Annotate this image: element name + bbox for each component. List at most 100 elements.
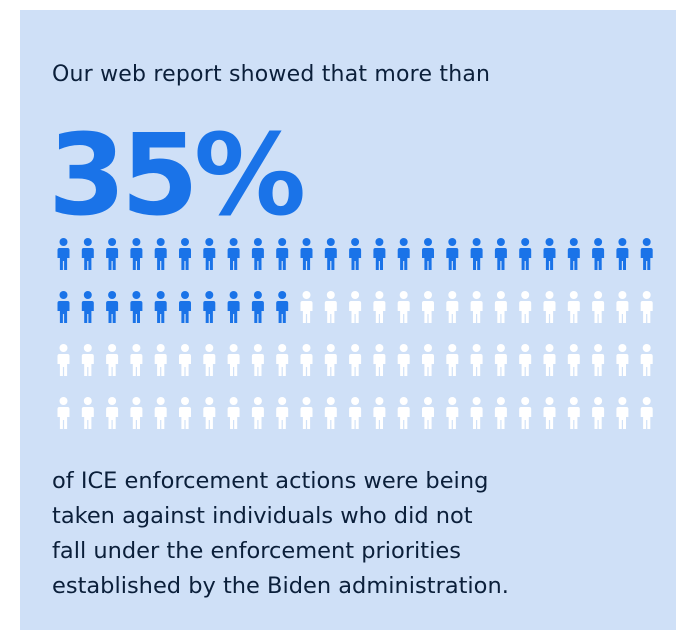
person-icon [494,344,507,376]
person-icon [81,238,94,270]
person-icon [57,397,70,429]
person-icon [227,291,240,323]
person-icon [446,238,459,270]
person-icon [567,397,580,429]
person-icon [470,291,483,323]
person-icon [616,291,629,323]
person-icon [422,397,434,429]
person-icon [203,291,216,323]
person-icon [324,397,337,429]
person-icon [422,344,434,376]
person-icon [446,344,459,376]
person-icon [397,291,410,323]
person-icon [130,238,143,270]
person-icon [324,344,337,376]
person-icon [154,397,167,429]
person-icon [300,238,313,270]
person-icon [397,238,410,270]
person-icon [373,238,386,270]
outro-line: established by the Biden administration. [52,573,509,599]
intro-text: Our web report showed that more than [52,62,491,87]
person-icon [130,291,143,323]
person-icon [349,238,362,270]
person-icon [470,238,483,270]
person-icon [446,397,459,429]
person-icon [349,397,362,429]
outro-line: taken against individuals who did not [52,503,473,529]
person-icon [592,238,605,270]
person-icon [57,291,70,323]
person-icon [349,344,362,376]
person-icon [422,291,434,323]
person-icon [640,238,653,270]
person-icon [567,291,580,323]
person-icon [543,291,556,323]
person-icon [251,397,264,429]
person-icon [106,344,119,376]
person-icon [81,397,94,429]
person-icon [81,291,94,323]
person-icon [616,397,629,429]
person-icon [179,291,191,323]
person-icon [616,238,629,270]
infographic-card: Our web report showed that more than 35%… [20,10,676,630]
person-icon [154,291,167,323]
person-icon [203,238,216,270]
person-icon [154,344,167,376]
person-icon [227,238,240,270]
person-icon [470,344,483,376]
person-icon [494,238,507,270]
person-icon [57,344,70,376]
person-icon [154,238,167,270]
person-icon [397,344,410,376]
person-icon [251,238,264,270]
person-icon [397,397,410,429]
person-icon [57,238,70,270]
person-icon [519,344,532,376]
person-icon [640,344,653,376]
person-icon [616,344,629,376]
person-icon [106,291,119,323]
person-icon [106,238,119,270]
person-icon [567,238,580,270]
person-icon [373,291,386,323]
person-icon [179,397,191,429]
people-icon-grid [57,238,653,429]
person-icon [592,344,605,376]
person-icon [300,291,313,323]
person-icon [519,291,532,323]
person-icon [543,397,556,429]
person-icon [349,291,362,323]
person-icon [300,344,313,376]
person-icon [470,397,483,429]
person-icon [203,344,216,376]
person-icon [203,397,216,429]
person-icon [592,291,605,323]
person-icon [640,397,653,429]
outro-line: of ICE enforcement actions were being [52,468,489,494]
person-icon [543,344,556,376]
person-icon [227,397,240,429]
person-icon [227,344,240,376]
person-icon [519,397,532,429]
person-icon [494,397,507,429]
person-icon [494,291,507,323]
person-icon [422,238,434,270]
person-icon [276,344,289,376]
person-icon [567,344,580,376]
outro-text: of ICE enforcement actions were being ta… [52,464,652,604]
outro-line: fall under the enforcement priorities [52,538,461,564]
person-icon [130,397,143,429]
person-icon [324,291,337,323]
person-icon [543,238,556,270]
person-icon [519,238,532,270]
person-icon [373,344,386,376]
person-icon [300,397,313,429]
person-icon [276,397,289,429]
person-icon [251,291,264,323]
person-icon [446,291,459,323]
person-icon [179,238,191,270]
person-icon [130,344,143,376]
person-icon [640,291,653,323]
person-icon [276,238,289,270]
